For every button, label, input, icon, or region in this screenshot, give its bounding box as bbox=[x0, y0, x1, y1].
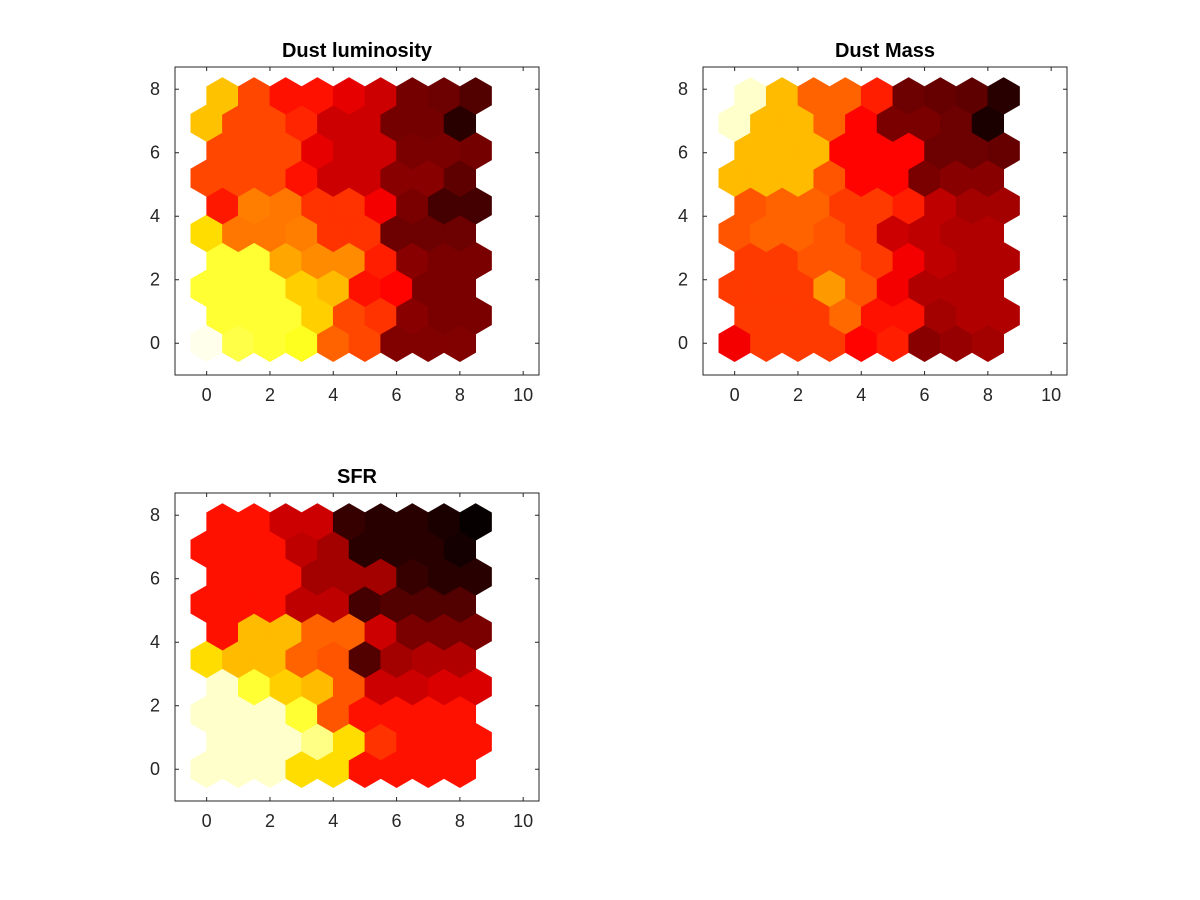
x-tick-label: 0 bbox=[202, 385, 212, 405]
hexmap-panel-1: Dust luminosity 0 2 4 6 8 10 0 2 4 6 8 bbox=[150, 40, 540, 405]
x-tick-label: 8 bbox=[455, 811, 465, 831]
x-tick-label: 6 bbox=[392, 811, 402, 831]
chart-title: Dust Mass bbox=[835, 40, 935, 62]
y-tick-label: 2 bbox=[150, 270, 160, 290]
y-tick-label: 6 bbox=[150, 143, 160, 163]
x-tick-label: 6 bbox=[392, 385, 402, 405]
x-tick-label: 10 bbox=[513, 811, 533, 831]
x-tick-label: 6 bbox=[920, 385, 930, 405]
axes-box bbox=[174, 66, 540, 376]
x-tick-label: 0 bbox=[730, 385, 740, 405]
x-tick-label: 8 bbox=[455, 385, 465, 405]
x-tick-label: 10 bbox=[1041, 385, 1061, 405]
y-tick-label: 0 bbox=[678, 333, 688, 353]
y-tick-label: 2 bbox=[150, 696, 160, 716]
x-tick-label: 10 bbox=[513, 385, 533, 405]
y-tick-label: 8 bbox=[678, 79, 688, 99]
y-tick-label: 6 bbox=[678, 143, 688, 163]
hexmap-panel-3: SFR 0 2 4 6 8 10 0 2 4 6 8 bbox=[150, 466, 540, 831]
x-tick-label: 8 bbox=[983, 385, 993, 405]
x-tick-label: 2 bbox=[265, 811, 275, 831]
hex-cell bbox=[459, 77, 492, 115]
y-tick-label: 4 bbox=[150, 632, 160, 652]
x-tick-label: 2 bbox=[793, 385, 803, 405]
y-tick-label: 8 bbox=[150, 79, 160, 99]
axes-box bbox=[174, 492, 540, 802]
x-tick-label: 4 bbox=[328, 385, 338, 405]
y-tick-label: 4 bbox=[678, 206, 688, 226]
y-tick-label: 0 bbox=[150, 333, 160, 353]
x-tick-label: 0 bbox=[202, 811, 212, 831]
chart-title: SFR bbox=[337, 466, 378, 488]
axes-box bbox=[702, 66, 1068, 376]
y-tick-label: 8 bbox=[150, 505, 160, 525]
hex-cell bbox=[987, 77, 1020, 115]
y-tick-label: 6 bbox=[150, 569, 160, 589]
hex-cell bbox=[459, 503, 492, 541]
x-tick-label: 2 bbox=[265, 385, 275, 405]
x-tick-label: 4 bbox=[856, 385, 866, 405]
x-tick-label: 4 bbox=[328, 811, 338, 831]
y-tick-label: 4 bbox=[150, 206, 160, 226]
chart-title: Dust luminosity bbox=[282, 40, 433, 62]
y-tick-label: 0 bbox=[150, 759, 160, 779]
y-tick-label: 2 bbox=[678, 270, 688, 290]
hexmap-panel-2: Dust Mass 0 2 4 6 8 10 0 2 4 6 8 bbox=[678, 40, 1068, 405]
